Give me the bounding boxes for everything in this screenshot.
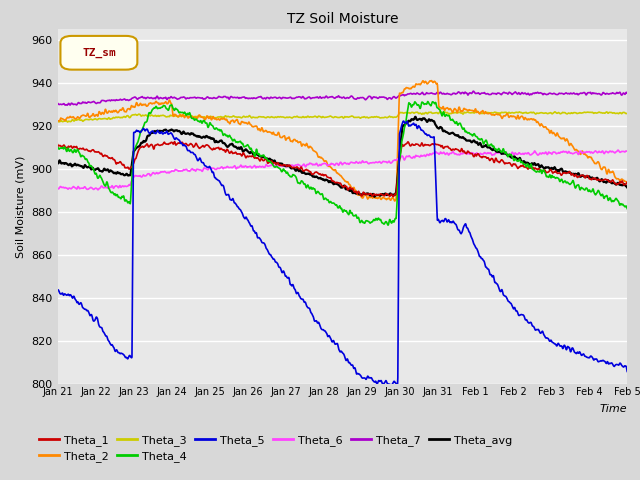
Y-axis label: Soil Moisture (mV): Soil Moisture (mV) (16, 155, 26, 258)
Legend: Theta_1, Theta_2, Theta_3, Theta_4, Theta_5, Theta_6, Theta_7, Theta_avg: Theta_1, Theta_2, Theta_3, Theta_4, Thet… (35, 431, 516, 467)
Text: TZ_sm: TZ_sm (83, 48, 116, 58)
FancyBboxPatch shape (60, 36, 138, 70)
Text: Time: Time (600, 404, 627, 414)
Title: TZ Soil Moisture: TZ Soil Moisture (287, 12, 398, 26)
